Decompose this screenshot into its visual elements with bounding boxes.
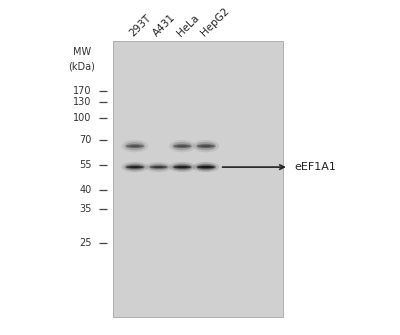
Bar: [176, 41, 181, 317]
Text: A431: A431: [152, 12, 178, 38]
Ellipse shape: [130, 145, 140, 147]
Bar: [243, 41, 249, 317]
Ellipse shape: [148, 164, 169, 171]
Bar: [232, 41, 238, 317]
Ellipse shape: [169, 162, 196, 172]
Text: HepG2: HepG2: [199, 6, 231, 38]
Ellipse shape: [196, 142, 216, 150]
Text: MW: MW: [73, 47, 91, 57]
Bar: [198, 41, 204, 317]
Bar: [204, 41, 209, 317]
Ellipse shape: [200, 145, 211, 147]
Bar: [147, 41, 153, 317]
Bar: [238, 41, 243, 317]
Ellipse shape: [125, 142, 145, 150]
Bar: [187, 41, 192, 317]
Ellipse shape: [125, 164, 145, 171]
Ellipse shape: [177, 166, 188, 168]
Bar: [181, 41, 187, 317]
Bar: [124, 41, 130, 317]
Bar: [158, 41, 164, 317]
Bar: [164, 41, 170, 317]
Ellipse shape: [173, 165, 191, 169]
Bar: [153, 41, 158, 317]
Ellipse shape: [196, 164, 216, 171]
Ellipse shape: [197, 144, 215, 148]
Bar: [192, 41, 198, 317]
Ellipse shape: [200, 166, 211, 168]
Text: 100: 100: [73, 113, 92, 123]
Ellipse shape: [169, 140, 196, 152]
Text: 170: 170: [73, 86, 92, 96]
Ellipse shape: [150, 165, 168, 169]
Text: (kDa): (kDa): [68, 61, 95, 71]
Ellipse shape: [130, 166, 140, 168]
Ellipse shape: [126, 165, 144, 169]
Bar: [272, 41, 277, 317]
Bar: [130, 41, 136, 317]
Bar: [113, 41, 119, 317]
Bar: [266, 41, 272, 317]
Bar: [260, 41, 266, 317]
Ellipse shape: [193, 140, 219, 152]
Ellipse shape: [145, 162, 172, 172]
Bar: [249, 41, 254, 317]
Ellipse shape: [193, 162, 219, 172]
Bar: [113, 41, 283, 317]
Ellipse shape: [153, 166, 164, 168]
Ellipse shape: [122, 140, 148, 152]
Ellipse shape: [172, 164, 192, 171]
Bar: [119, 41, 124, 317]
Ellipse shape: [122, 162, 148, 172]
Text: 293T: 293T: [128, 13, 153, 38]
Bar: [215, 41, 221, 317]
Ellipse shape: [197, 165, 215, 169]
Ellipse shape: [126, 144, 144, 148]
Bar: [136, 41, 142, 317]
Text: 35: 35: [79, 204, 92, 214]
Text: 70: 70: [79, 135, 92, 145]
Text: 130: 130: [73, 97, 92, 107]
Bar: [226, 41, 232, 317]
Bar: [254, 41, 260, 317]
Bar: [277, 41, 283, 317]
Bar: [209, 41, 215, 317]
Text: HeLa: HeLa: [175, 13, 201, 38]
Ellipse shape: [177, 145, 188, 147]
Ellipse shape: [173, 144, 191, 148]
Text: 55: 55: [79, 160, 92, 170]
Bar: [142, 41, 147, 317]
Ellipse shape: [172, 142, 192, 150]
Text: eEF1A1: eEF1A1: [295, 162, 336, 172]
Text: 25: 25: [79, 238, 92, 248]
Bar: [170, 41, 176, 317]
Text: 40: 40: [79, 185, 92, 195]
Bar: [221, 41, 226, 317]
